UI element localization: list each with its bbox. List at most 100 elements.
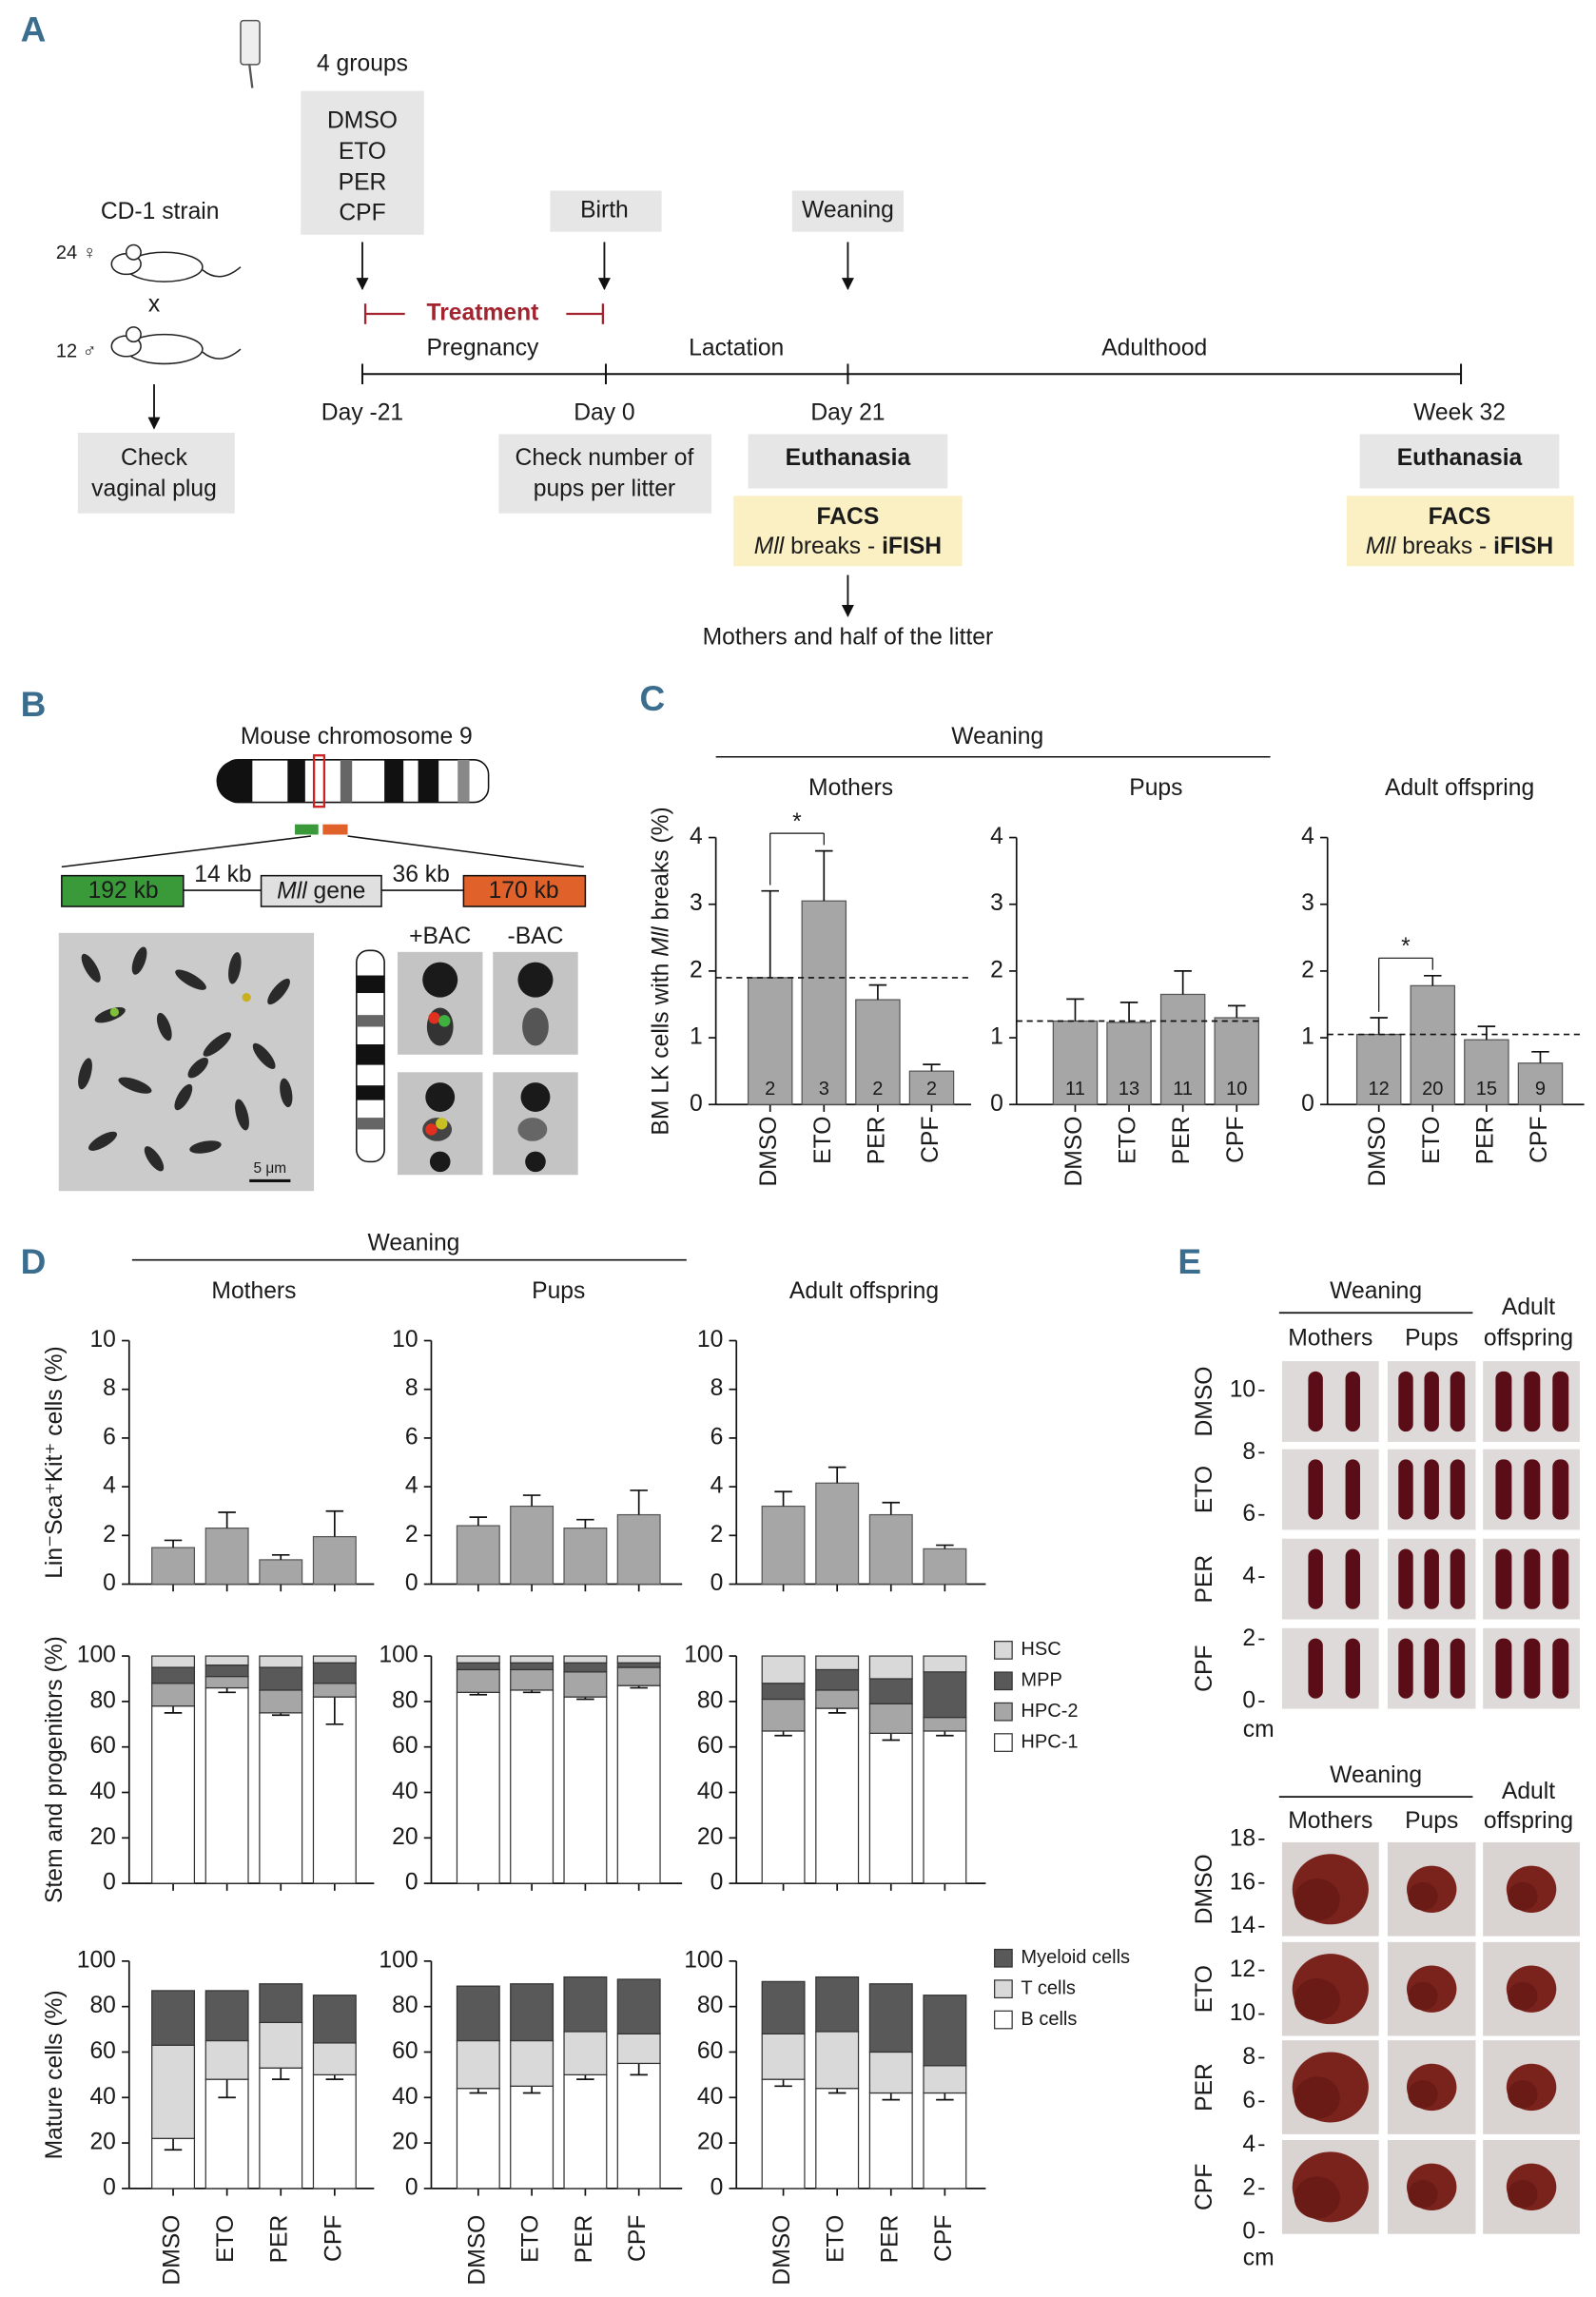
y-tick-label: 8 [103,1375,116,1401]
bar [1464,1039,1509,1105]
bar [510,1505,555,1586]
column-label: Mothers [1288,1808,1372,1834]
bar-segment [923,1671,967,1719]
bar [1214,1017,1260,1105]
y-tick-label: 3 [690,890,703,916]
chart-title: Pups [1129,775,1182,801]
gene: Mll [754,534,786,559]
spleen [1345,1459,1360,1520]
bar-segment [151,1705,196,1884]
bar-segment [312,1696,357,1884]
scale-tick-label: 0 [1242,2219,1255,2245]
y-tick-label: 40 [89,2084,115,2110]
spleen [1552,1459,1569,1520]
spleen [1524,1371,1541,1432]
y-axis-label: Lin⁻Sca⁺Kit⁺ cells (%) [42,1346,68,1579]
scale-tick-label: 6 [1242,2088,1255,2113]
zoom-line [61,835,312,868]
pups-box [498,434,712,514]
label: Check [121,445,188,471]
y-tick-label: 80 [89,1687,115,1713]
y-tick-label: 100 [379,1643,418,1668]
row-label: DMSO [1192,1367,1217,1437]
bar [204,1528,249,1586]
label: Day 0 [574,399,634,425]
unit-label: cm [1243,1717,1275,1742]
y-tick-label: 60 [697,1733,723,1759]
liver-lobe [1408,1881,1438,1911]
n-label: 2 [926,1079,937,1100]
scale-tick-label: 16 [1230,1869,1255,1895]
panel-a-shapes [77,19,1574,617]
liver-lobe [1408,2179,1438,2209]
label: FACS [1429,504,1491,530]
spleen [1398,1371,1413,1432]
spleen [1495,1548,1512,1609]
bac-green [295,824,319,835]
label: Day -21 [321,399,403,425]
y-tick-label: 4 [710,1473,724,1499]
gene-box [260,874,382,907]
bar-segment [312,1683,357,1698]
bar-segment [259,1983,303,2024]
spleen [1450,1638,1466,1699]
gene: Mll [1366,534,1397,559]
bar-segment [510,1983,555,2042]
y-tick-label: 20 [392,1824,418,1850]
treatment-bracket [363,303,605,324]
syringe-needle [248,64,254,88]
mouse-icon [110,326,242,365]
bar-segment [923,2092,967,2190]
spleen [1398,1548,1413,1609]
bar-segment [204,2039,249,2080]
significance-label: * [792,809,802,835]
label: +BAC [409,924,471,949]
label: Mll breaks - iFISH [1366,534,1553,559]
y-tick-label: 100 [77,1643,116,1668]
label: Weaning [802,198,894,224]
x-tick-label: DMSO [1061,1117,1087,1187]
x-tick-label: PER [572,2215,597,2264]
x-tick-label: CPF [321,2215,346,2262]
bar-segment [204,1655,249,1666]
y-tick-label: 40 [392,1779,418,1804]
bar-segment [510,1668,555,1691]
bar [815,1482,860,1586]
legend-swatch [994,1979,1013,1999]
x-tick-label: ETO [518,2215,544,2263]
y-tick-label: 0 [405,2174,418,2200]
y-tick-label: 2 [990,957,1003,983]
bar-segment [868,1678,913,1704]
header: Weaning [1330,1762,1422,1788]
spleen [1308,1638,1323,1699]
x-tick-label: CPF [1223,1117,1249,1163]
bar-segment [151,1655,196,1668]
spleen [1552,1548,1569,1609]
y-tick-label: 40 [697,2084,723,2110]
legend-swatch [994,1702,1013,1722]
photo [1281,1627,1379,1709]
x-tick-label: CPF [931,2215,957,2262]
n-label: 13 [1119,1079,1139,1100]
y-tick-label: 0 [710,1570,724,1596]
bar-segment [761,1980,806,2034]
x-tick-label: CPF [625,2215,651,2262]
bac-box [61,874,185,907]
method: iFISH [882,534,942,559]
bar-segment [815,1707,860,1884]
bar-segment [510,1655,555,1664]
row-label: CPF [1192,2164,1217,2210]
bar-segment [312,1655,357,1664]
y-tick-label: 80 [89,1993,115,2018]
x-tick-label: PER [1169,1117,1195,1165]
panel-letter: B [21,684,47,724]
scale-tick-label: 2 [1242,1625,1255,1651]
column-label: offspring [1484,1325,1573,1351]
column-label: offspring [1484,1808,1573,1834]
spleen [1424,1638,1439,1699]
y-tick-label: 1 [990,1024,1003,1050]
bar-segment [815,1668,860,1691]
syringe-icon [240,19,261,66]
bar-segment [868,2092,913,2190]
label: 14 kb [194,862,251,887]
